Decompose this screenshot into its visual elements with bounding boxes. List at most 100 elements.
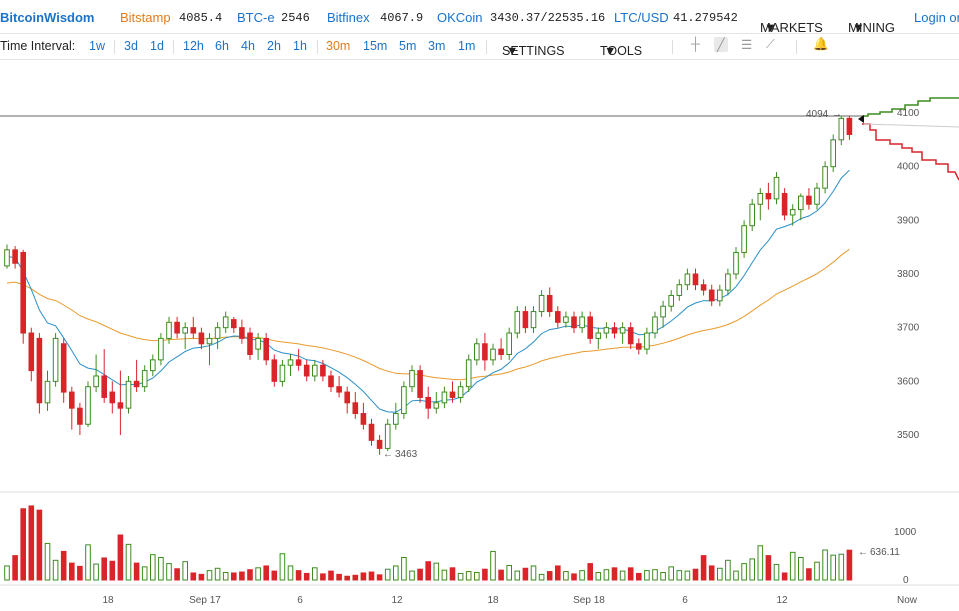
interval-15m[interactable]: 15m — [363, 39, 388, 53]
trendline-icon[interactable]: ╱ — [714, 37, 728, 52]
ticker-bitstamp-name[interactable]: Bitstamp — [120, 10, 171, 25]
candle-body — [619, 327, 626, 334]
ticker-okcoin-name[interactable]: OKCoin — [437, 10, 483, 25]
candle-body — [182, 327, 188, 334]
candle-body — [36, 337, 43, 404]
time-tick-label: 12 — [391, 595, 403, 606]
volume-bar — [668, 566, 675, 581]
price-tick-label: 3500 — [897, 430, 920, 441]
interval-4h[interactable]: 4h — [241, 39, 255, 53]
candle-body — [303, 364, 310, 377]
fast-ema-line — [6, 169, 850, 413]
interval-2h[interactable]: 2h — [267, 39, 281, 53]
candle-body — [150, 359, 156, 372]
volume-bar — [255, 567, 261, 581]
interval-6h[interactable]: 6h — [215, 39, 229, 53]
price-chart[interactable]: 3500 3600 3700 3800 3900 4000 4100 0 1000 18 Sep… — [0, 60, 959, 611]
interval-1d[interactable]: 1d — [150, 39, 164, 53]
candle-body — [684, 273, 691, 286]
candle-body — [239, 327, 245, 339]
candle-body — [360, 413, 367, 425]
price-tick-label: 4100 — [897, 108, 920, 119]
candlesticks — [4, 116, 853, 455]
volume-bar — [838, 553, 845, 581]
moving-averages — [6, 169, 850, 413]
fan-icon[interactable]: ⟋ — [766, 37, 775, 51]
login-link[interactable]: Login or — [914, 10, 959, 25]
volume-bar — [247, 569, 253, 581]
interval-3d[interactable]: 3d — [124, 39, 138, 53]
interval-1m[interactable]: 1m — [458, 39, 476, 53]
interval-1w[interactable]: 1w — [89, 39, 105, 53]
caret-down-icon: ▼ — [764, 20, 777, 35]
candle-body — [328, 375, 334, 388]
brand-logo[interactable]: BitcoinWisdom — [0, 10, 95, 25]
interval-30m[interactable]: 30m — [326, 39, 351, 53]
bell-icon[interactable]: 🔔 — [813, 37, 829, 51]
volume-bar — [133, 562, 140, 581]
volume-bar — [295, 570, 302, 581]
volume-bar — [4, 565, 10, 581]
time-tick-label: Now — [897, 595, 918, 606]
candle-body — [60, 343, 67, 393]
candle-body — [222, 316, 229, 329]
candle-body — [798, 195, 804, 211]
divider — [317, 40, 318, 54]
volume-tick-label: 0 — [903, 575, 909, 586]
ticker-btce-name[interactable]: BTC-e — [237, 10, 275, 25]
current-price-marker-icon — [858, 115, 864, 123]
volume-bar — [125, 543, 132, 581]
candle-body — [733, 252, 739, 275]
time-tick-label: 6 — [682, 595, 688, 606]
volume-bar — [749, 558, 756, 581]
caret-down-icon: ▼ — [506, 44, 519, 58]
volume-bar — [457, 572, 464, 581]
volume-bar — [52, 559, 59, 581]
interval-3m[interactable]: 3m — [428, 39, 446, 53]
candle-body — [393, 413, 399, 425]
volume-bar — [206, 570, 213, 581]
candle-body — [295, 359, 302, 366]
volume-bar — [579, 570, 585, 581]
candle-body — [206, 337, 213, 345]
horizontal-lines-icon[interactable]: ☰ — [741, 38, 753, 52]
interval-5m[interactable]: 5m — [399, 39, 417, 53]
bid-depth-line — [862, 97, 959, 117]
candle-body — [279, 364, 286, 382]
candle-body — [611, 327, 618, 334]
volume-bar — [271, 570, 278, 581]
volume-bar — [490, 550, 496, 581]
time-tick-label: Sep 17 — [189, 595, 221, 606]
ticker-bitstamp-price: 4085.4 — [179, 11, 223, 25]
candle-body — [522, 311, 529, 329]
interval-12h[interactable]: 12h — [183, 39, 204, 53]
ticker-ltcusd-name[interactable]: LTC/USD — [614, 10, 669, 25]
divider — [486, 40, 487, 54]
volume-bar — [158, 557, 164, 581]
candle-body — [336, 386, 342, 393]
volume-bar — [141, 566, 148, 581]
volume-bar — [368, 571, 375, 581]
volume-bar — [482, 568, 488, 581]
caret-down-icon: ▼ — [604, 44, 617, 58]
candle-body — [814, 187, 820, 205]
candle-body — [52, 337, 59, 382]
crosshair-icon[interactable]: ┼ — [691, 37, 700, 51]
candle-body — [320, 364, 326, 377]
candle-body — [465, 359, 472, 388]
time-tick-label: 18 — [102, 595, 114, 606]
candle-body — [636, 343, 642, 350]
candle-body — [69, 391, 75, 409]
ticker-bitfinex-name[interactable]: Bitfinex — [327, 10, 370, 25]
candle-body — [765, 193, 772, 200]
candle-body — [77, 407, 83, 425]
volume-bar — [652, 569, 658, 581]
interval-1h[interactable]: 1h — [293, 39, 307, 53]
volume-bar — [530, 565, 537, 581]
volume-bar — [449, 567, 456, 581]
candle-body — [368, 423, 375, 441]
volume-bar — [393, 565, 399, 581]
candle-body — [806, 195, 812, 205]
candle-body — [741, 225, 747, 254]
depth-reference-line — [863, 123, 959, 128]
